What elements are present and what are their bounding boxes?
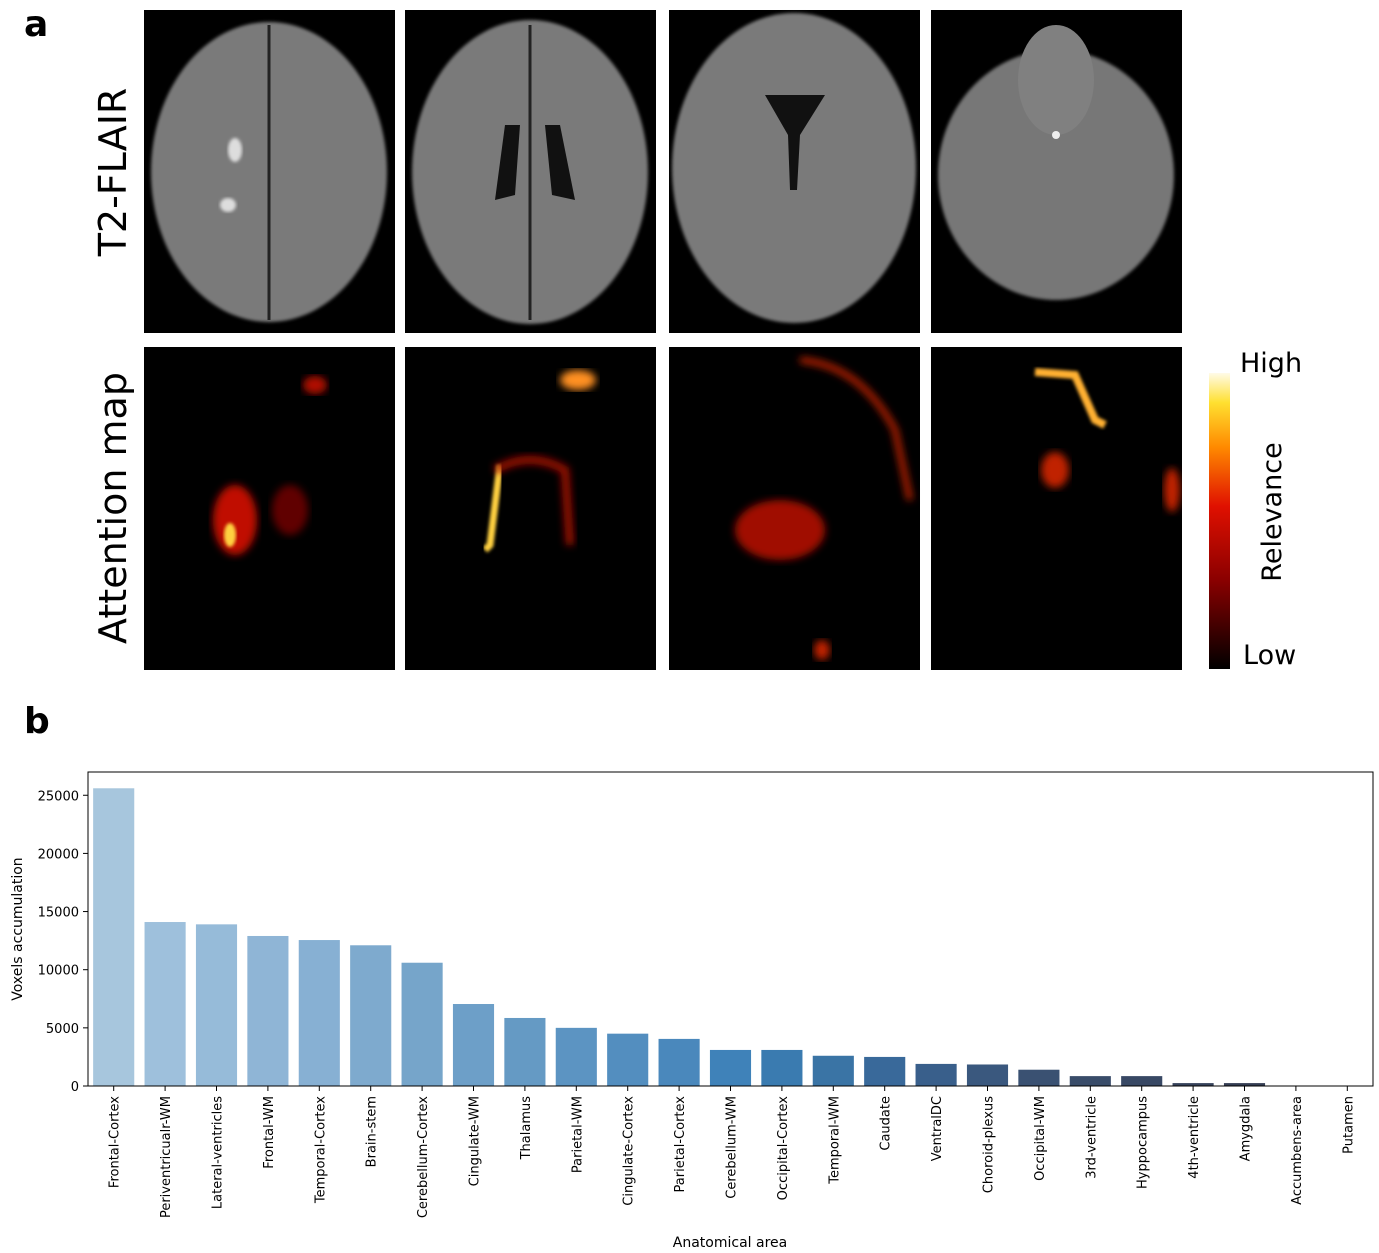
x-tick-label: 4th-ventricle [1187,1096,1202,1179]
bar [916,1064,957,1086]
panel-label: b [24,701,50,742]
x-tick-label: Cerebellum-WM [725,1096,740,1199]
x-tick-label: Frontal-Cortex [108,1096,123,1188]
bar [607,1034,648,1086]
bar [453,1004,494,1086]
y-tick-label: 0 [71,1080,79,1095]
y-tick-label: 15000 [38,906,79,921]
row-label: Attention map [91,372,135,644]
mri-slice [669,10,920,333]
x-tick-label: Occipital-Cortex [776,1096,791,1201]
x-tick-label: 3rd-ventricle [1084,1096,1099,1179]
x-tick-label: Brain-stem [365,1096,380,1167]
bar [247,936,288,1086]
x-tick-label: Periventricualr-WM [159,1096,174,1218]
y-tick-label: 20000 [38,847,79,862]
x-tick-label: Frontal-WM [262,1096,277,1169]
mri-slice [931,10,1182,333]
bar [1018,1070,1059,1086]
x-tick-label: Cerebellum-Cortex [416,1096,431,1218]
bar [93,788,134,1086]
attention-map [144,347,395,670]
x-tick-label: Parietal-WM [570,1096,585,1173]
y-tick-label: 5000 [46,1022,79,1037]
attention-map [669,347,920,670]
bar [350,945,391,1086]
panel-label: a [24,4,48,45]
bar [659,1039,700,1086]
x-tick-label: Putamen [1341,1096,1356,1154]
y-axis-label: Voxels accumulation [10,857,26,1000]
x-tick-label: VentralDC [930,1096,945,1161]
x-tick-label: Caudate [879,1096,894,1151]
x-tick-label: Parietal-Cortex [673,1096,688,1193]
x-tick-label: Cingulate-WM [468,1096,483,1186]
bar [402,963,443,1086]
y-tick-label: 10000 [38,964,79,979]
bar [1070,1076,1111,1086]
attention-map [405,347,656,670]
x-tick-label: Hyppocampus [1136,1096,1151,1189]
y-tick-label: 25000 [38,789,79,804]
x-axis-label: Anatomical area [673,1235,787,1249]
attention-map [931,347,1182,670]
image-grid [144,10,1230,670]
bar [196,924,237,1086]
x-tick-label: Temporal-Cortex [313,1096,328,1204]
x-tick-label: Choroid-plexus [982,1096,997,1193]
colorbar-low: Low [1243,640,1296,671]
colorbar-title: Relevance [1257,442,1288,581]
mri-slice [144,10,395,333]
plot-area: 0 5000 10000 15000 20000 25000 Frontal-Cortex P… [38,788,1368,1218]
x-tick-label: Temporal-WM [827,1096,842,1185]
figure: a b T2-FLAIR Attention map High Low Rele… [0,0,1379,1249]
x-tick-label: Lateral-ventricles [211,1096,226,1209]
mri-slice [405,10,656,333]
row-label: T2-FLAIR [91,88,135,258]
x-tick-label: Amygdala [1239,1096,1254,1161]
bar [145,922,186,1086]
bar [299,940,340,1086]
bar [967,1064,1008,1086]
bar [761,1050,802,1086]
bar [1121,1076,1162,1086]
bar [813,1056,854,1086]
x-tick-label: Occipital-WM [1033,1096,1048,1181]
bar [556,1028,597,1086]
x-tick-label: Accumbens-area [1290,1096,1305,1205]
x-tick-label: Thalamus [519,1096,534,1161]
bar [504,1018,545,1086]
x-tick-label: Cingulate-Cortex [622,1096,637,1206]
colorbar-high: High [1240,348,1302,379]
colorbar [1209,373,1230,669]
bar [864,1057,905,1086]
bar [710,1050,751,1086]
